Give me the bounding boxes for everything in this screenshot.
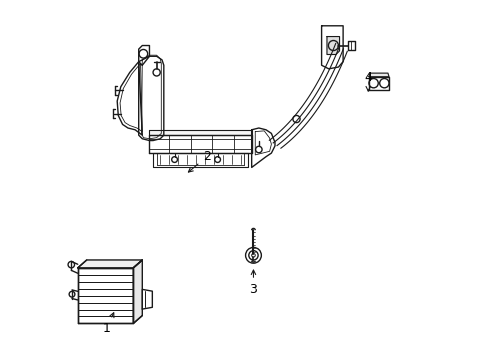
Text: 1: 1 bbox=[102, 313, 114, 335]
Polygon shape bbox=[368, 73, 388, 77]
Polygon shape bbox=[142, 289, 152, 309]
Polygon shape bbox=[139, 45, 149, 65]
Polygon shape bbox=[347, 41, 354, 50]
Polygon shape bbox=[149, 135, 251, 153]
Text: 4: 4 bbox=[364, 71, 371, 91]
Polygon shape bbox=[326, 37, 339, 54]
Polygon shape bbox=[139, 56, 163, 140]
Polygon shape bbox=[321, 26, 343, 69]
Polygon shape bbox=[78, 268, 133, 323]
Polygon shape bbox=[133, 260, 142, 323]
Polygon shape bbox=[78, 260, 142, 268]
Polygon shape bbox=[368, 77, 388, 90]
Polygon shape bbox=[251, 128, 274, 167]
Polygon shape bbox=[153, 153, 247, 167]
Text: 3: 3 bbox=[249, 270, 257, 296]
Text: 2: 2 bbox=[188, 150, 210, 172]
Polygon shape bbox=[149, 130, 251, 135]
